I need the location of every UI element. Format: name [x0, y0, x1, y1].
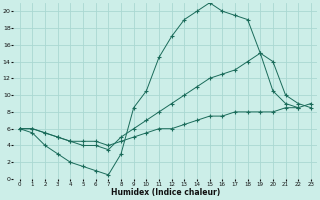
X-axis label: Humidex (Indice chaleur): Humidex (Indice chaleur) — [111, 188, 220, 197]
